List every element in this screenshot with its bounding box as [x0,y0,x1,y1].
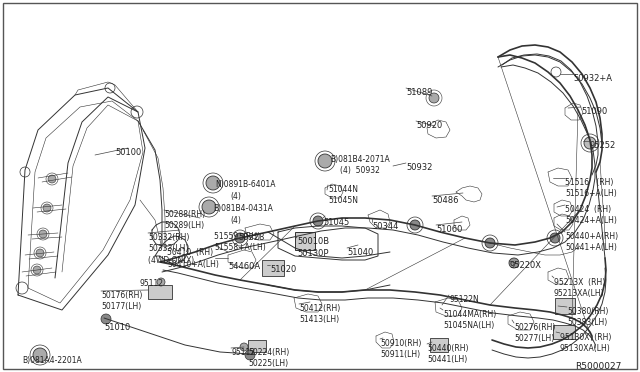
Circle shape [48,175,56,183]
Bar [555,298,575,314]
Text: 50383(LH): 50383(LH) [567,318,607,327]
Circle shape [313,216,323,226]
Circle shape [33,266,41,274]
Text: B)081B4-0431A: B)081B4-0431A [213,204,273,213]
Bar [295,232,315,250]
Text: 51558+A(LH): 51558+A(LH) [214,243,266,252]
Text: N)0891B-6401A: N)0891B-6401A [215,180,275,189]
Text: 51045NA(LH): 51045NA(LH) [443,321,494,330]
Text: 95220X: 95220X [509,261,541,270]
Circle shape [429,93,439,103]
Circle shape [550,233,560,243]
Text: 50228: 50228 [238,233,264,242]
Text: 50440(RH): 50440(RH) [427,344,468,353]
Text: 50424  (RH): 50424 (RH) [565,205,611,214]
Circle shape [157,278,165,286]
Text: 50130P: 50130P [297,249,328,258]
Text: 50441(LH): 50441(LH) [427,355,467,364]
Text: 50920: 50920 [416,121,442,130]
Text: 54460A: 54460A [228,262,260,271]
Circle shape [318,154,332,168]
Text: 95213XA(LH): 95213XA(LH) [554,289,605,298]
Circle shape [33,348,47,362]
Circle shape [202,200,216,214]
Text: (4): (4) [230,192,241,201]
Text: 50380(RH): 50380(RH) [567,307,609,316]
Text: (4): (4) [230,216,241,225]
Bar [553,325,575,339]
Text: 95112: 95112 [231,348,255,357]
Text: 50288(RH): 50288(RH) [164,210,205,219]
Text: 50441+A(LH): 50441+A(LH) [565,243,617,252]
Circle shape [240,343,248,351]
Text: 50932+A: 50932+A [573,74,612,83]
Circle shape [245,350,255,360]
Text: 95213X  (RH): 95213X (RH) [554,278,605,287]
Text: 50100: 50100 [115,148,141,157]
Text: 51020: 51020 [270,265,296,274]
Text: 50440+A(RH): 50440+A(RH) [565,232,618,241]
Text: 51010: 51010 [104,323,131,332]
Text: 50412(RH): 50412(RH) [299,304,340,313]
Text: 95130X  (RH): 95130X (RH) [560,333,611,342]
Circle shape [584,137,596,149]
Text: 51090: 51090 [581,107,607,116]
Bar [148,285,172,299]
Text: 51089: 51089 [406,88,433,97]
Text: 51516   (RH): 51516 (RH) [565,178,613,187]
Text: 50932: 50932 [406,163,433,172]
Text: 51044MA(RH): 51044MA(RH) [443,310,496,319]
Circle shape [206,176,220,190]
Bar [430,338,448,352]
Circle shape [485,238,495,248]
Text: B)081B4-2071A: B)081B4-2071A [330,155,390,164]
Circle shape [235,233,245,243]
Text: R5000027: R5000027 [575,362,621,371]
Text: 50911(LH): 50911(LH) [380,350,420,359]
Circle shape [509,258,519,268]
Text: 50486: 50486 [432,196,458,205]
Text: 50276(RH): 50276(RH) [514,323,556,332]
Text: 50225(LH): 50225(LH) [248,359,288,368]
Text: 50332(RH): 50332(RH) [148,233,189,242]
Bar [262,260,284,276]
Text: 95122N: 95122N [449,295,479,304]
Circle shape [101,314,111,324]
Bar [248,340,266,352]
Text: 51040: 51040 [347,248,373,257]
Text: 50176(RH): 50176(RH) [101,291,142,300]
Text: B)081A4-2201A: B)081A4-2201A [22,356,82,365]
Text: 95130XA(LH): 95130XA(LH) [560,344,611,353]
Circle shape [43,204,51,212]
Circle shape [410,220,420,230]
Text: 50410  (RH): 50410 (RH) [167,248,213,257]
Text: 51559  (RH): 51559 (RH) [214,232,260,241]
Text: 51045: 51045 [323,218,349,227]
Text: 51045N: 51045N [328,196,358,205]
Text: 50910(RH): 50910(RH) [380,339,421,348]
Circle shape [36,249,44,257]
Circle shape [39,230,47,238]
Text: 50333(LH): 50333(LH) [148,244,188,253]
Text: 51044N: 51044N [328,185,358,194]
Text: 50177(LH): 50177(LH) [101,302,141,311]
Text: 95252: 95252 [590,141,616,150]
Text: 95112: 95112 [139,279,163,288]
Text: 50224(RH): 50224(RH) [248,348,289,357]
Text: 50289(LH): 50289(LH) [164,221,204,230]
Text: 50344: 50344 [372,222,398,231]
Text: 50424+A(LH): 50424+A(LH) [565,216,617,225]
Text: 51413(LH): 51413(LH) [299,315,339,324]
Text: 50410+A(LH): 50410+A(LH) [167,260,219,269]
Text: (4)  50932: (4) 50932 [340,166,380,175]
Text: 51060: 51060 [436,225,462,234]
Text: 50010B: 50010B [297,237,329,246]
Text: 50277(LH): 50277(LH) [514,334,554,343]
Text: (4WD ONLY): (4WD ONLY) [148,256,194,265]
Text: 51516+A(LH): 51516+A(LH) [565,189,617,198]
